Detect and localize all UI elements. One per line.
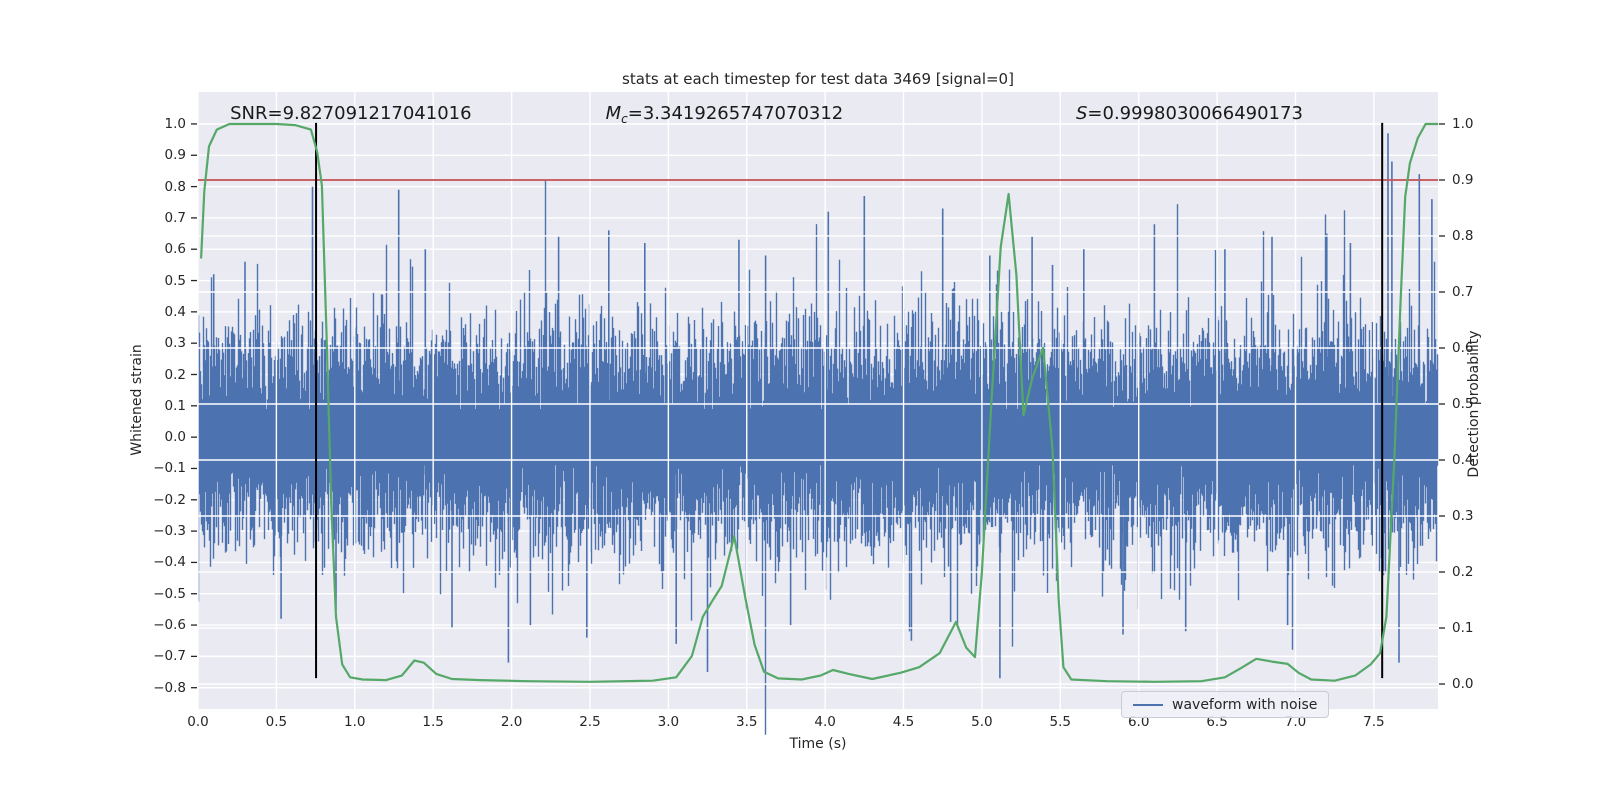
- y-tick-label-left: −0.7: [153, 648, 186, 665]
- y-tick-label-right: 0.0: [1452, 676, 1474, 693]
- y-tick-label-left: −0.8: [153, 679, 186, 696]
- y-tick-label-left: 0.5: [164, 272, 186, 289]
- y-tick-label-left: 0.2: [164, 366, 186, 383]
- y-tick-label-left: 0.8: [164, 178, 186, 195]
- y-tick-label-right: 0.2: [1452, 564, 1474, 580]
- y-tick-label-left: −0.2: [153, 491, 186, 508]
- legend: waveform with noise: [1121, 691, 1330, 718]
- y-tick-label-left: 0.7: [164, 209, 186, 226]
- x-tick-label: 4.0: [814, 714, 836, 730]
- y-tick-label-left: 0.1: [164, 397, 186, 414]
- series-waveform-spikes: [212, 133, 1433, 679]
- y-tick-label-left: −0.4: [153, 554, 186, 571]
- x-tick-label: 7.0: [1284, 714, 1307, 730]
- y-tick-label-right: 1.0: [1452, 115, 1474, 132]
- x-tick-label: 6.0: [1127, 714, 1150, 730]
- y-tick-label-left: 0.4: [164, 303, 186, 320]
- x-tick-label: 6.5: [1206, 714, 1228, 730]
- y-tick-label-left: 0.6: [164, 241, 186, 258]
- x-tick-label: 0.0: [187, 714, 209, 730]
- y-tick-label-right: 0.9: [1452, 171, 1474, 188]
- y-tick-label-right: 0.3: [1452, 508, 1474, 524]
- x-tick-label: 2.5: [579, 714, 601, 730]
- y-tick-label-right: 0.8: [1452, 227, 1474, 244]
- annotation-snr: SNR=9.827091217041016: [230, 103, 472, 124]
- y-tick-label-right: 0.6: [1452, 339, 1474, 356]
- series-detection-probability: [200, 122, 1439, 683]
- y-tick-label-left: 1.0: [164, 115, 186, 132]
- y-tick-label-right: 0.7: [1452, 283, 1474, 300]
- chart-title: stats at each timestep for test data 346…: [622, 70, 1014, 88]
- x-tick-label: 7.5: [1363, 714, 1385, 730]
- x-tick-label: 1.5: [422, 714, 444, 730]
- y-tick-label-left: −0.6: [153, 617, 186, 634]
- x-tick-label: 5.0: [971, 714, 993, 730]
- y-tick-label-left: −0.1: [153, 460, 186, 477]
- x-tick-label: 1.0: [344, 714, 366, 730]
- x-tick-label: 2.0: [500, 714, 523, 730]
- y-tick-label-left: −0.3: [153, 523, 186, 540]
- annotation-s: S=0.9998030066490173: [1075, 103, 1303, 124]
- x-tick-label: 4.5: [892, 714, 915, 730]
- y-tick-label-left: −0.5: [153, 585, 186, 602]
- x-tick-label: 3.0: [657, 714, 680, 730]
- x-tick-label: 0.5: [265, 714, 288, 730]
- legend-line-sample: [1133, 703, 1163, 706]
- y-tick-label-right: 0.5: [1452, 396, 1474, 412]
- y-axis-label-left: Whitened strain: [129, 344, 145, 456]
- annotation-mc: Mc=3.3419265747070312: [605, 103, 844, 126]
- x-tick-label: 5.5: [1049, 714, 1072, 730]
- x-axis-label: Time (s): [789, 736, 847, 752]
- y-tick-label-left: 0.0: [164, 429, 186, 446]
- legend-label: waveform with noise: [1172, 696, 1318, 713]
- x-tick-label: 3.5: [735, 714, 758, 730]
- y-tick-label-right: 0.1: [1452, 620, 1474, 637]
- y-tick-label-left: 0.9: [164, 147, 186, 164]
- y-tick-label-right: 0.4: [1452, 452, 1474, 468]
- y-tick-label-left: 0.3: [164, 335, 186, 352]
